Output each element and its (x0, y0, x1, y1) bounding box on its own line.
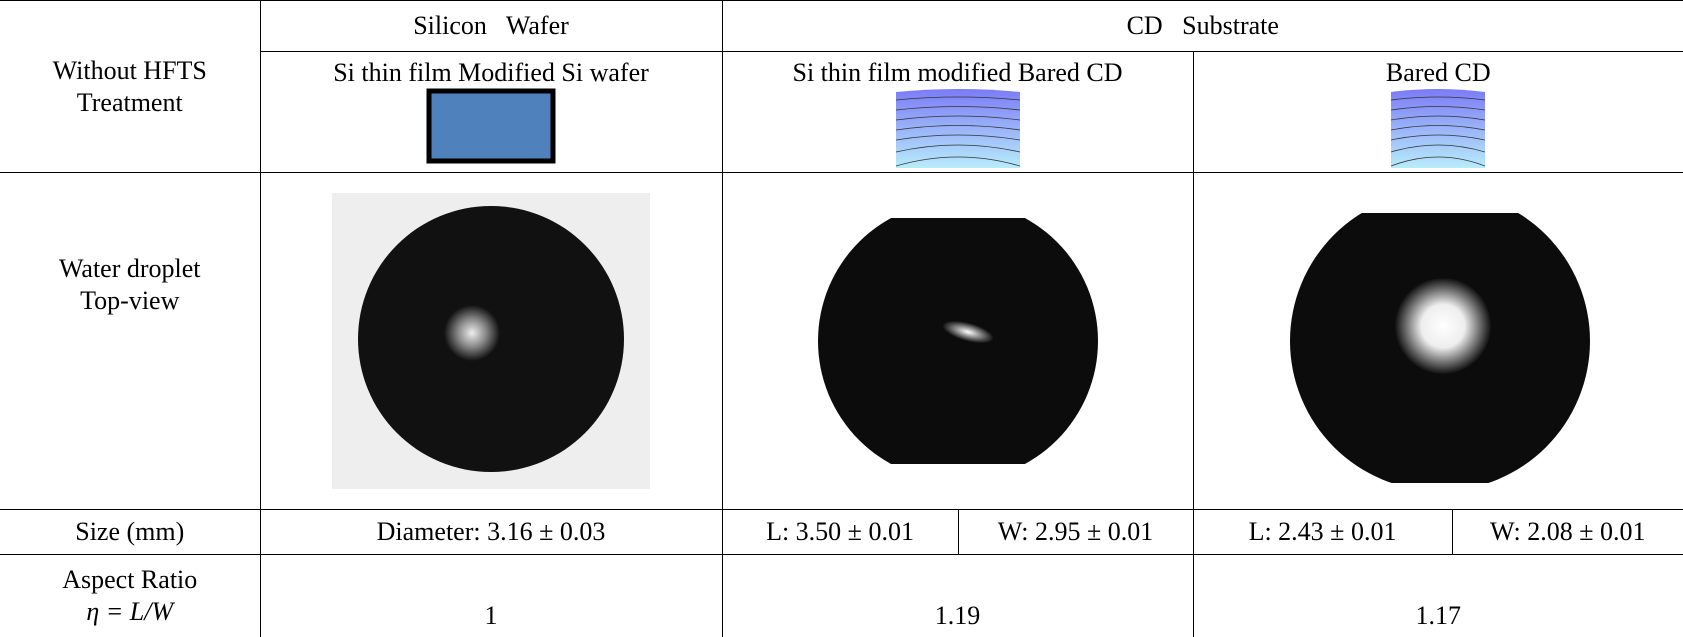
comparison-table: Without HFTS Treatment Silicon Wafer CD … (0, 0, 1683, 637)
group-text: Silicon Wafer (413, 11, 569, 40)
size-text: L: 2.43 ± 0.01 (1249, 517, 1397, 546)
ratio-text: 1 (485, 601, 498, 630)
sample-header: Si thin film modified Bared CD (722, 52, 1193, 173)
ratio-cell: 1 (260, 555, 722, 637)
sample-text: Si thin film modified Bared CD (723, 58, 1193, 88)
size-text: W: 2.95 ± 0.01 (998, 517, 1154, 546)
sample-text: Bared CD (1194, 58, 1683, 88)
ratio-cell: 1.19 (722, 555, 1193, 637)
droplet-cell (1193, 173, 1683, 510)
droplet-cell (260, 173, 722, 510)
size-text: L: 3.50 ± 0.01 (766, 517, 914, 546)
size-text: W: 2.08 ± 0.01 (1490, 517, 1646, 546)
row-label-text: Water droplet Top-view (45, 253, 215, 317)
wafer-icon (426, 88, 556, 164)
sample-text: Si thin film Modified Si wafer (261, 58, 722, 88)
corner-text: Without HFTS Treatment (30, 55, 230, 119)
corner-label: Without HFTS Treatment (0, 1, 260, 173)
row-label-text: Size (mm) (75, 517, 184, 546)
size-cell: Diameter: 3.16 ± 0.03 (260, 510, 722, 555)
formula-text: η = L/W (0, 596, 260, 628)
ratio-text: 1.17 (1416, 601, 1462, 630)
size-cell: L: 3.50 ± 0.01 (722, 510, 958, 555)
size-cell: W: 2.08 ± 0.01 (1452, 510, 1683, 555)
ratio-cell: 1.17 (1193, 555, 1683, 637)
row-label: Size (mm) (0, 510, 260, 555)
droplet-image (332, 193, 650, 489)
row-label: Water droplet Top-view (0, 173, 260, 510)
size-text: Diameter: 3.16 ± 0.03 (377, 517, 606, 546)
sample-header: Si thin film Modified Si wafer (260, 52, 722, 173)
size-cell: L: 2.43 ± 0.01 (1193, 510, 1452, 555)
droplet-image (818, 214, 1098, 468)
cd-icon (1391, 88, 1485, 168)
size-cell: W: 2.95 ± 0.01 (958, 510, 1193, 555)
row-label-text: Aspect Ratio (0, 564, 260, 596)
cd-icon (896, 88, 1020, 168)
group-text: CD Substrate (1127, 11, 1279, 40)
droplet-image (1278, 191, 1598, 491)
sample-header: Bared CD (1193, 52, 1683, 173)
ratio-text: 1.19 (935, 601, 981, 630)
group-header: Silicon Wafer (260, 1, 722, 52)
droplet-cell (722, 173, 1193, 510)
page: Without HFTS Treatment Silicon Wafer CD … (0, 0, 1683, 636)
group-header: CD Substrate (722, 1, 1683, 52)
